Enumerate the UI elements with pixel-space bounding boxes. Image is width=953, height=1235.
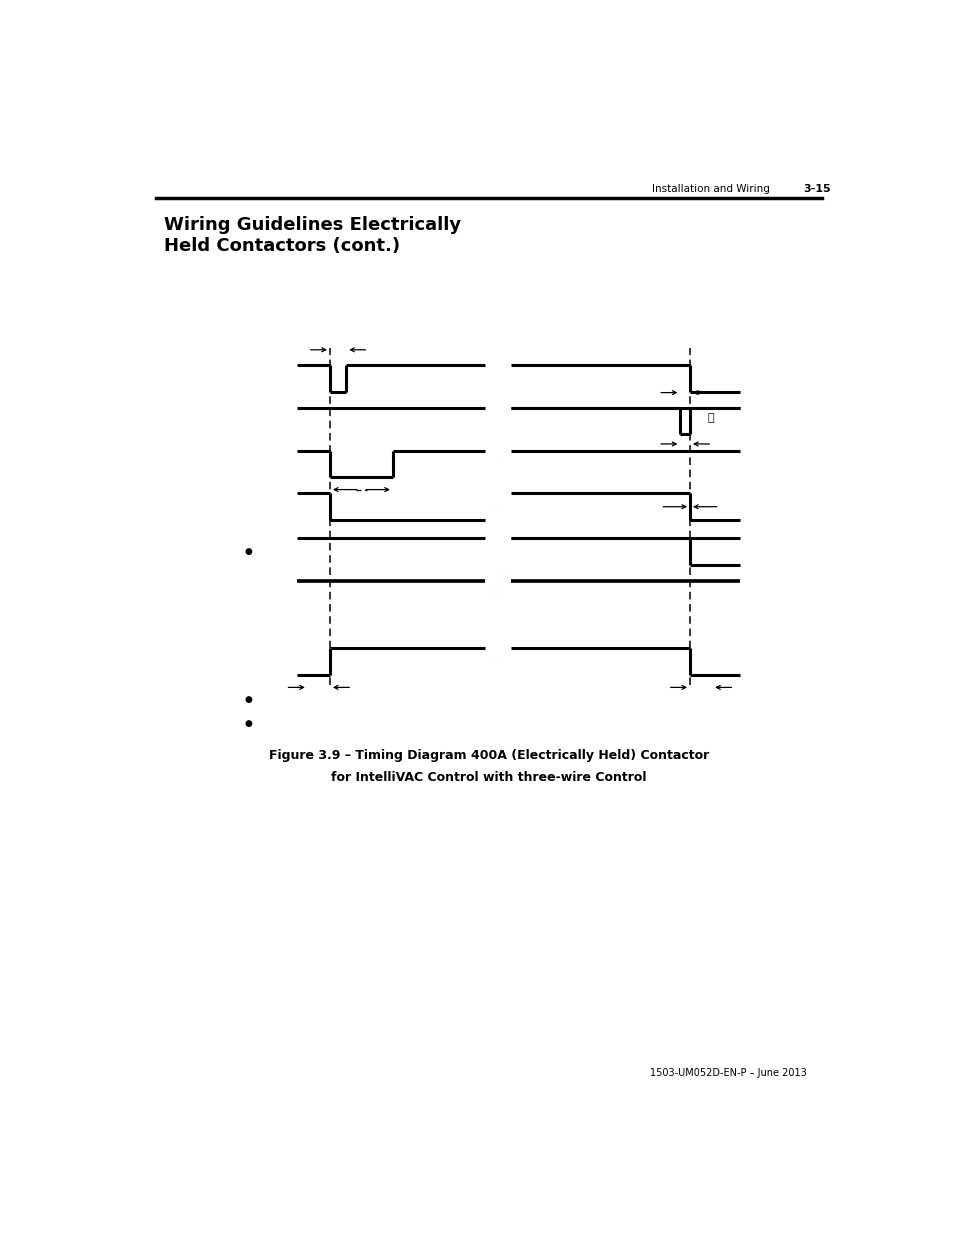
Text: ●: ●	[244, 547, 253, 556]
Text: 3-15: 3-15	[802, 184, 830, 194]
Text: Installation and Wiring: Installation and Wiring	[651, 184, 769, 194]
Text: for IntelliVAC Control with three-wire Control: for IntelliVAC Control with three-wire C…	[331, 772, 646, 784]
Text: Figure 3.9 – Timing Diagram 400A (Electrically Held) Contactor: Figure 3.9 – Timing Diagram 400A (Electr…	[269, 748, 708, 762]
Text: Wiring Guidelines Electrically: Wiring Guidelines Electrically	[164, 216, 460, 233]
Text: ●: ●	[244, 695, 253, 704]
Text: ●: ●	[244, 719, 253, 727]
Text: ⓔ: ⓔ	[707, 414, 713, 424]
Text: Held Contactors (cont.): Held Contactors (cont.)	[164, 237, 399, 254]
Text: 1503-UM052D-EN-P – June 2013: 1503-UM052D-EN-P – June 2013	[649, 1068, 806, 1078]
